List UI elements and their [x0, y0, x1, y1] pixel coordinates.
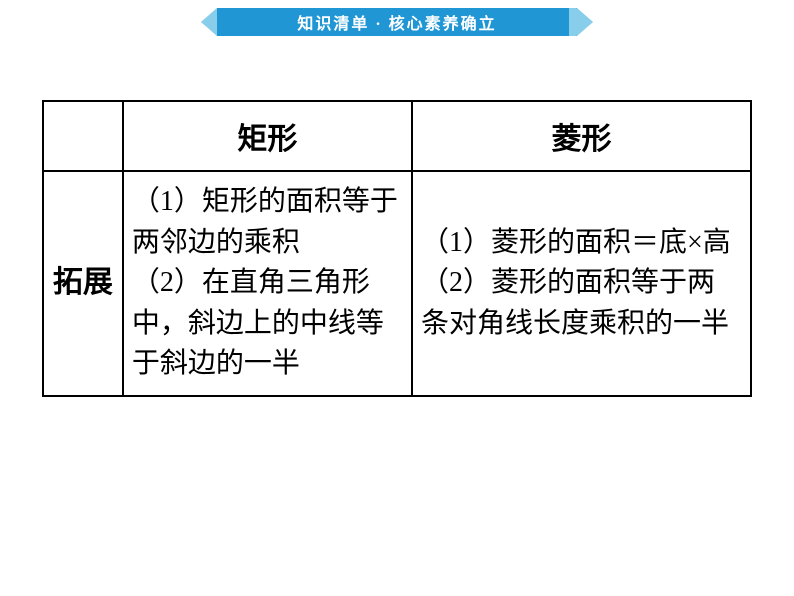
content-table: 矩形 菱形 拓展 （1）矩形的面积等于两邻边的乘积（2）在直角三角形中，斜边上的…	[42, 100, 752, 397]
row-label-text: 拓展	[53, 266, 113, 299]
cell-rhombus-content: （1）菱形的面积＝底×高（2）菱形的面积等于两条对角线长度乘积的一半	[412, 171, 751, 396]
row-label-expand: 拓展	[43, 171, 123, 396]
table-header-row: 矩形 菱形	[43, 101, 751, 171]
rectangle-text: （1）矩形的面积等于两邻边的乘积（2）在直角三角形中，斜边上的中线等于斜边的一半	[132, 186, 398, 379]
rhombus-text: （1）菱形的面积＝底×高（2）菱形的面积等于两条对角线长度乘积的一半	[421, 227, 731, 339]
header-empty-cell	[43, 101, 123, 171]
table-content-row: 拓展 （1）矩形的面积等于两邻边的乘积（2）在直角三角形中，斜边上的中线等于斜边…	[43, 171, 751, 396]
header-banner: 知识清单 · 核心素养确立	[217, 8, 577, 36]
cell-rectangle-content: （1）矩形的面积等于两邻边的乘积（2）在直角三角形中，斜边上的中线等于斜边的一半	[123, 171, 412, 396]
header-rhombus: 菱形	[412, 101, 751, 171]
content-table-container: 矩形 菱形 拓展 （1）矩形的面积等于两邻边的乘积（2）在直角三角形中，斜边上的…	[42, 100, 752, 397]
header-rectangle: 矩形	[123, 101, 412, 171]
banner-title: 知识清单 · 核心素养确立	[297, 10, 496, 34]
